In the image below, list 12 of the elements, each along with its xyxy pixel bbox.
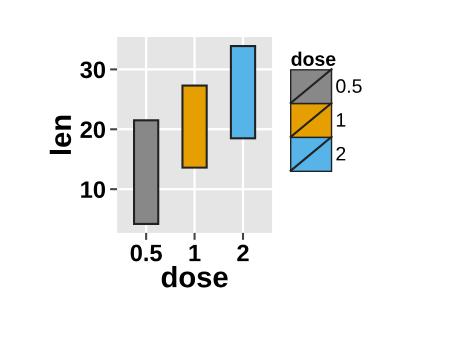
y-axis-title: len xyxy=(50,116,72,154)
x-tick-label: 1 xyxy=(190,244,200,262)
x-tick-label: 0.5 xyxy=(130,244,162,262)
legend-label: 0.5 xyxy=(336,79,362,93)
legend-label: 1 xyxy=(336,113,346,127)
y-tick-label: 30 xyxy=(80,61,105,78)
x-tick-label: 2 xyxy=(237,244,249,262)
y-tick-label: 10 xyxy=(81,181,105,198)
y-tick-label: 20 xyxy=(80,121,105,138)
legend-label: 2 xyxy=(336,146,346,160)
legend-title: dose xyxy=(292,52,336,66)
x-axis-title: dose xyxy=(162,266,228,288)
